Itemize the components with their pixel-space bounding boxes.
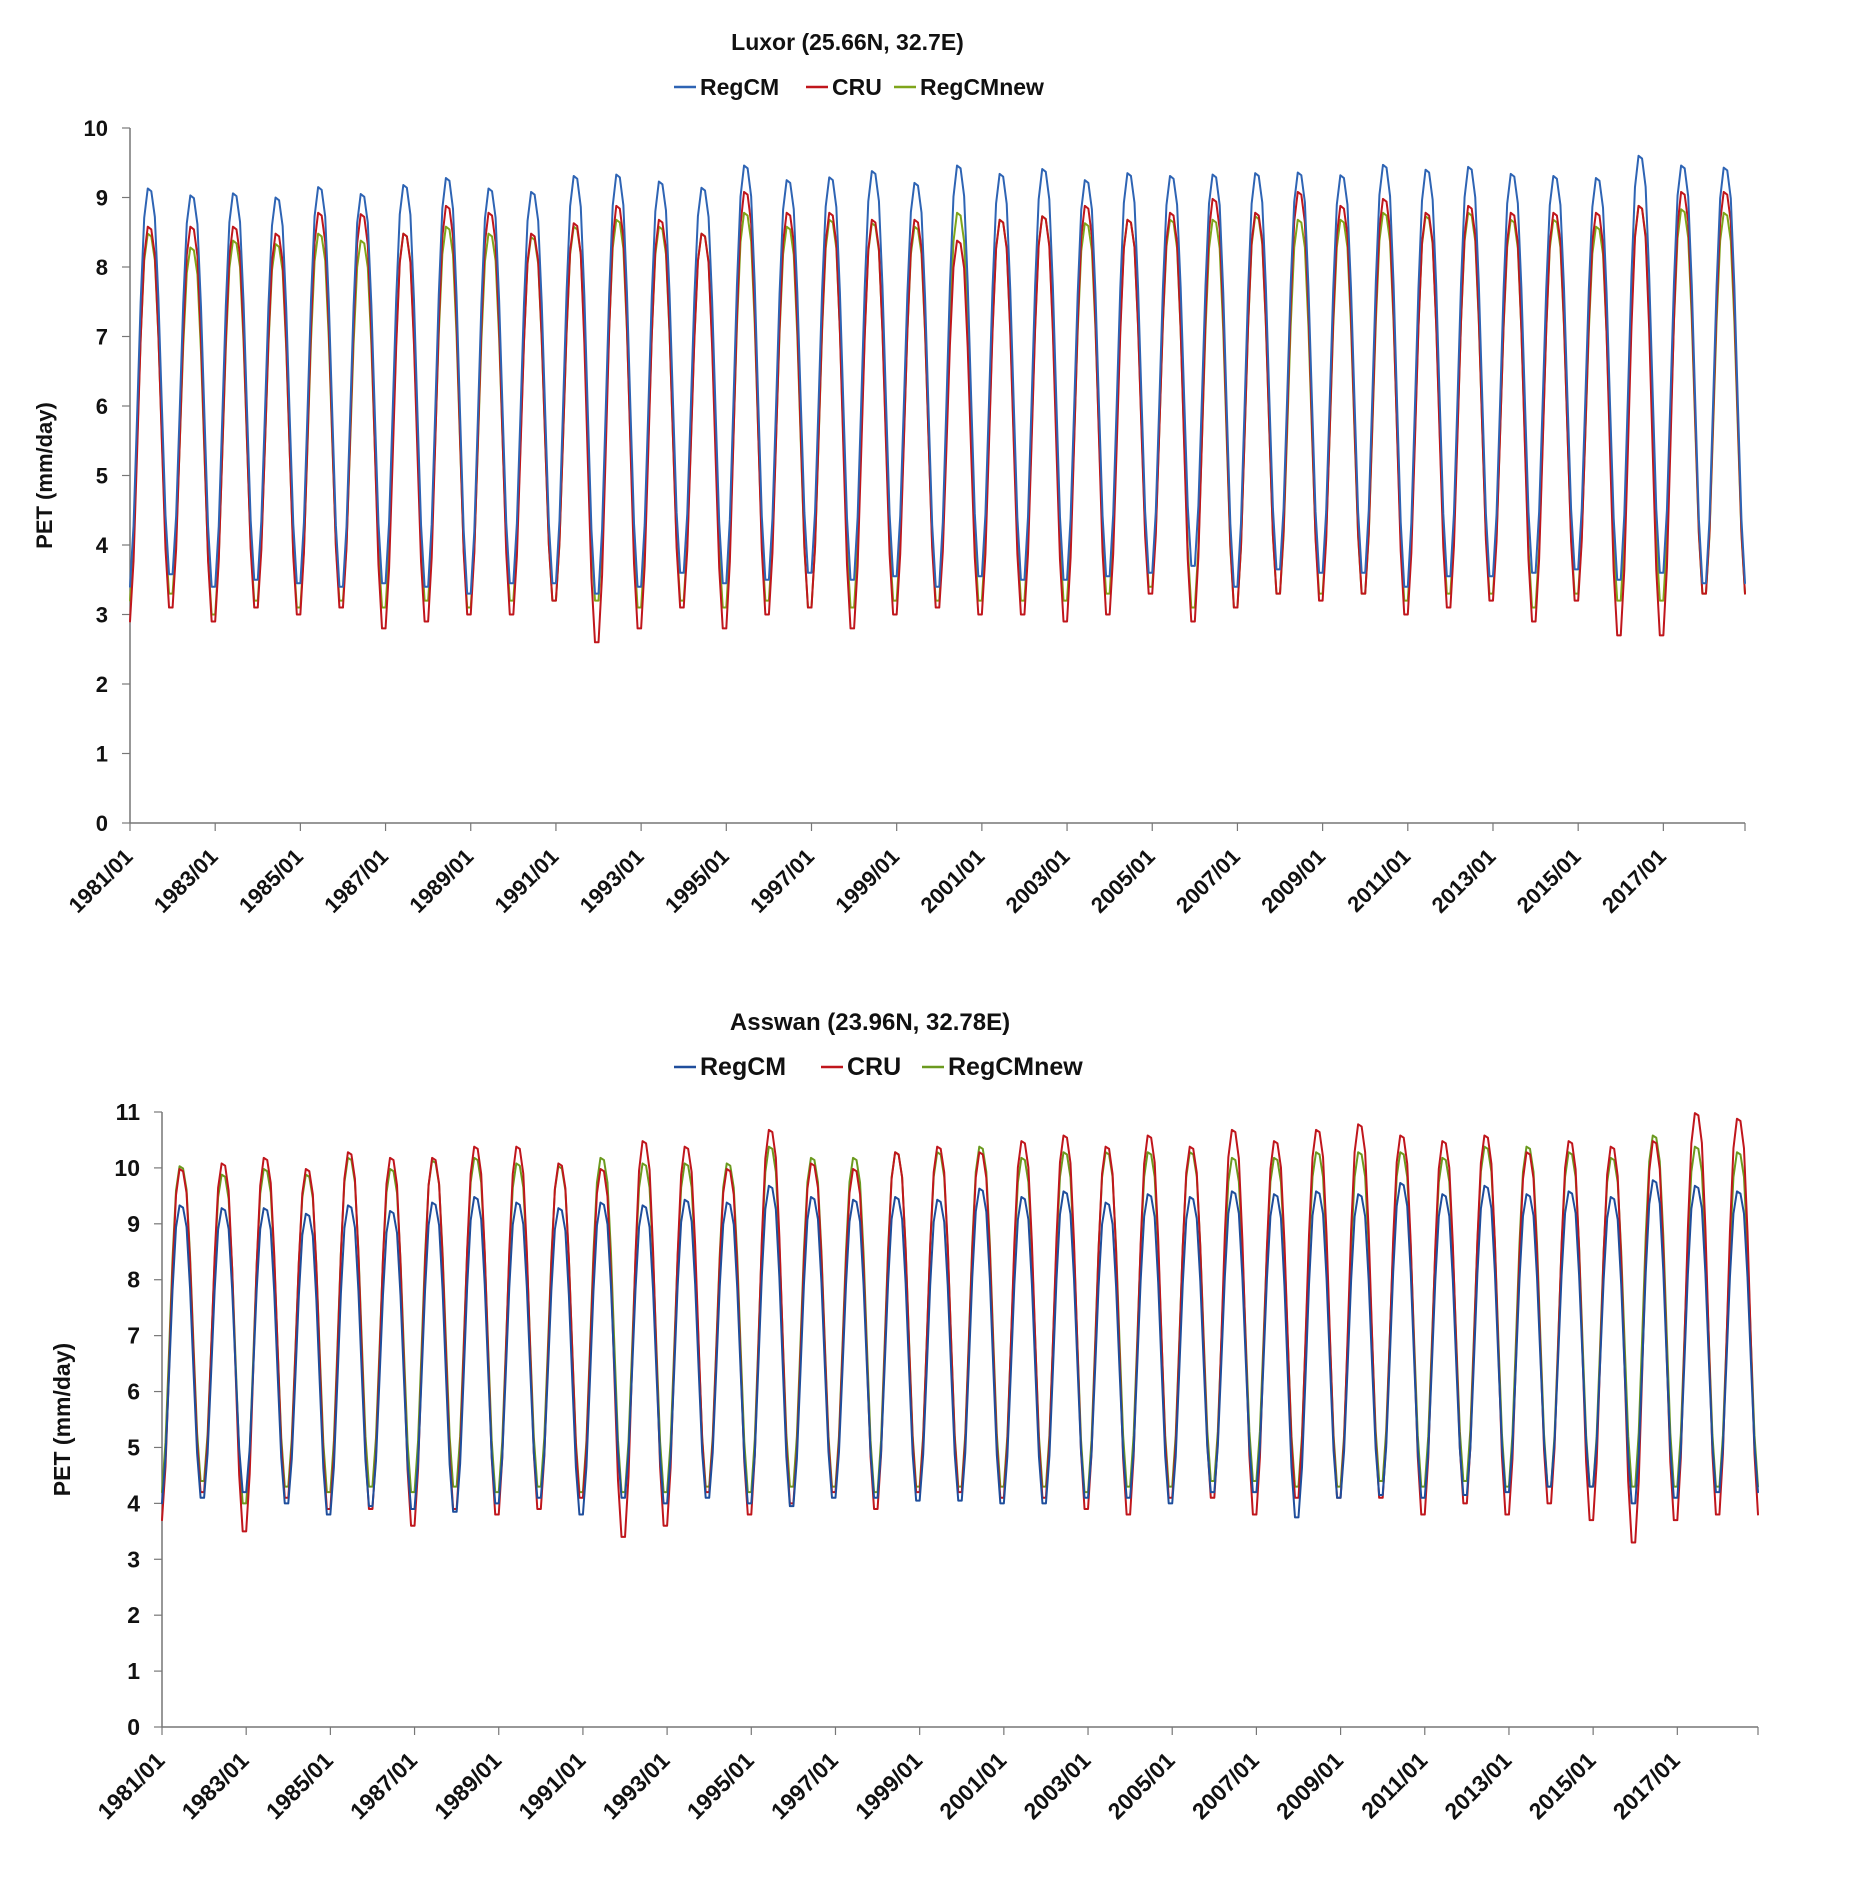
series-line-cru: [129, 190, 1746, 644]
legend: RegCM CRU RegCMnew: [674, 74, 1044, 100]
y-tick-label: 5: [127, 1434, 140, 1460]
y-tick-label: 4: [127, 1490, 140, 1516]
y-tick-label: 3: [127, 1546, 140, 1572]
y-tick-label: 6: [127, 1379, 140, 1405]
legend-label-regcmnew: RegCMnew: [948, 1053, 1083, 1081]
y-tick-label: 2: [127, 1602, 140, 1628]
legend-label-cru: CRU: [847, 1053, 901, 1081]
y-axis-title: PET (mm/day): [32, 402, 57, 549]
y-tick-label: 3: [96, 603, 108, 628]
y-tick-label: 1: [127, 1658, 140, 1684]
y-tick-label: 9: [96, 186, 108, 211]
y-tick-label: 1: [96, 742, 108, 767]
legend-label-regcm: RegCM: [700, 74, 779, 100]
series-line-regcm: [129, 154, 1746, 595]
y-tick-label: 7: [127, 1323, 140, 1349]
legend-label-cru: CRU: [832, 74, 882, 100]
y-axis-title: PET (mm/day): [49, 1343, 75, 1496]
y-tick-label: 7: [96, 325, 108, 350]
chart-title: Luxor (25.66N, 32.7E): [731, 29, 964, 55]
y-tick-label: 6: [96, 394, 108, 419]
legend-label-regcm: RegCM: [700, 1053, 786, 1081]
legend: RegCM CRU RegCMnew: [674, 1053, 1083, 1081]
series-line-cru: [161, 1112, 1759, 1544]
chart-title: Asswan (23.96N, 32.78E): [730, 1009, 1010, 1036]
y-tick-label: 0: [127, 1714, 140, 1740]
y-tick-label: 11: [116, 1099, 141, 1125]
y-tick-label: 2: [96, 672, 108, 697]
y-tick-label: 5: [96, 464, 108, 489]
legend-label-regcmnew: RegCMnew: [920, 74, 1044, 100]
y-tick-label: 10: [84, 116, 108, 141]
y-tick-label: 8: [127, 1267, 140, 1293]
y-tick-label: 8: [96, 255, 108, 280]
y-tick-label: 0: [96, 811, 108, 836]
y-tick-label: 9: [127, 1211, 140, 1237]
y-tick-label: 10: [114, 1155, 140, 1181]
y-tick-label: 4: [96, 533, 109, 558]
series-line-regcm: [161, 1179, 1759, 1519]
